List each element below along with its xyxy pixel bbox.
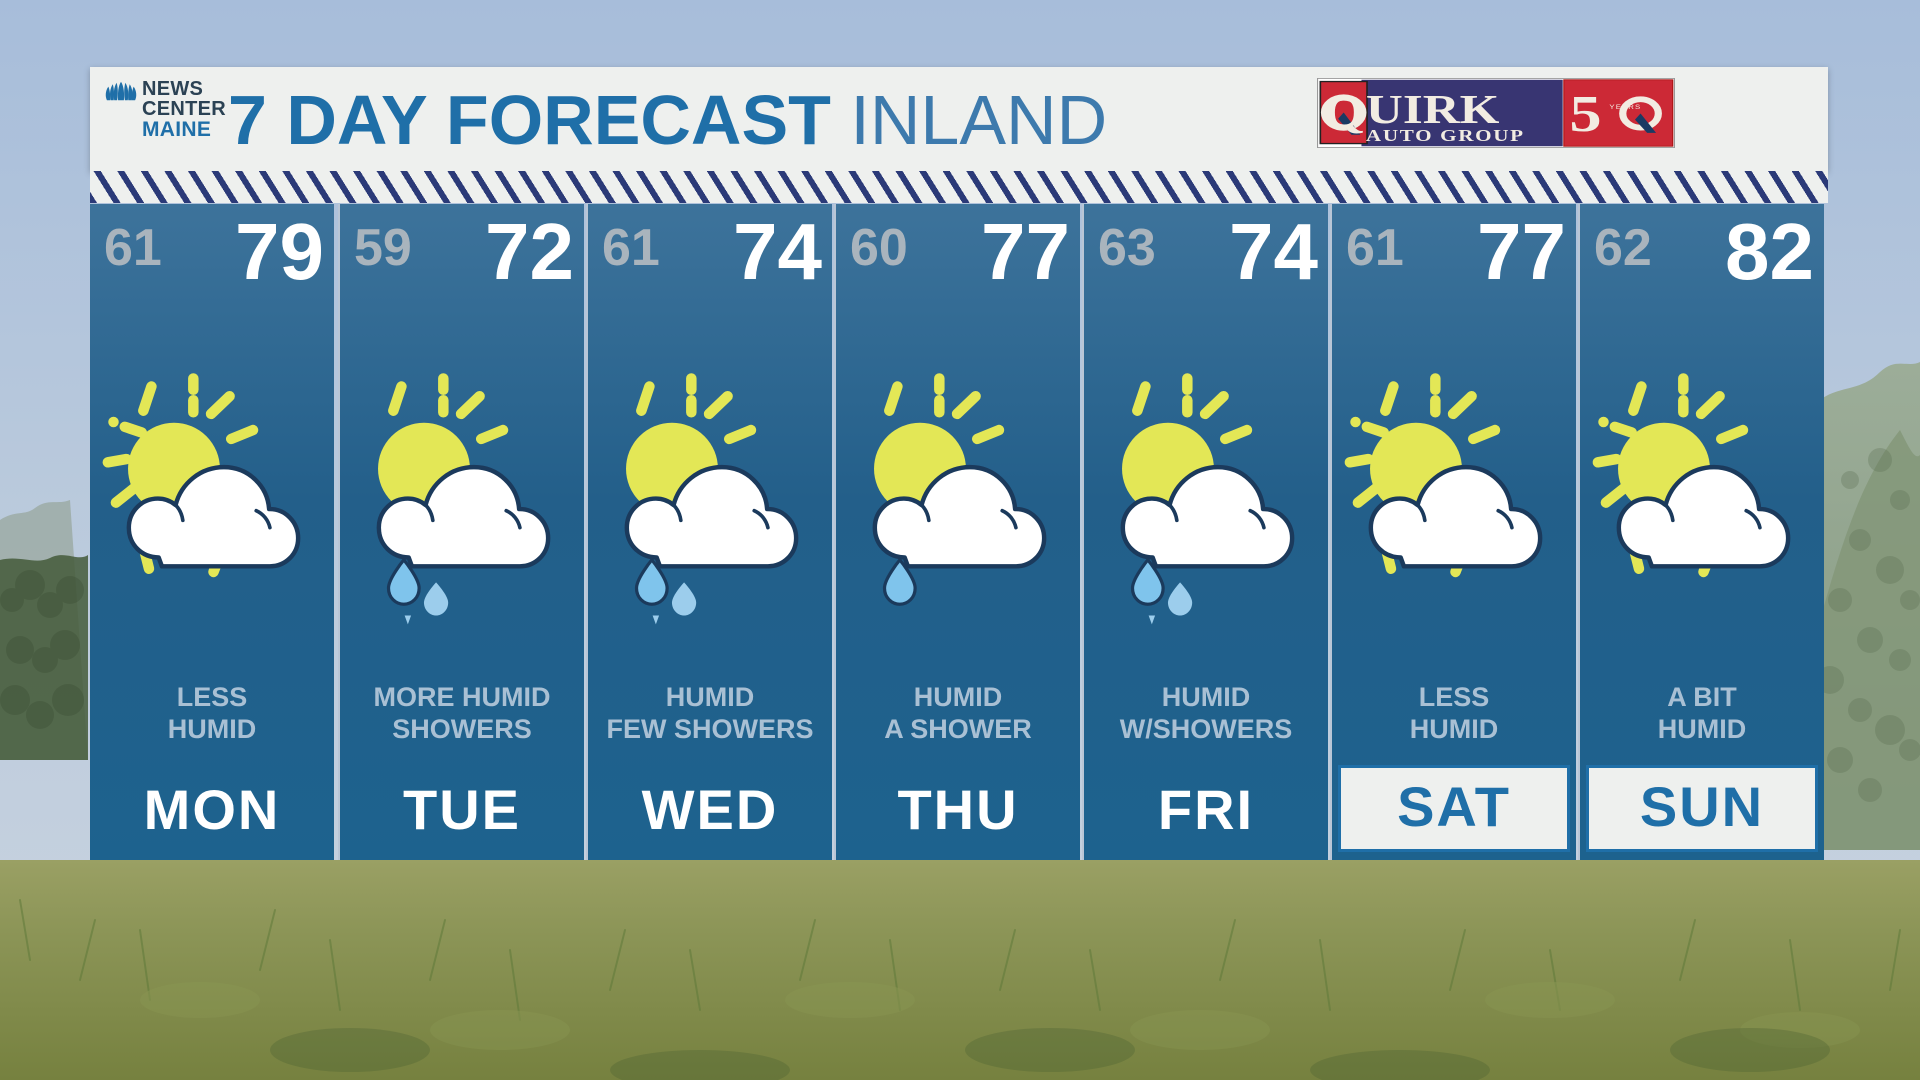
svg-text:Q: Q: [1324, 90, 1366, 137]
svg-text:5: 5: [1569, 85, 1601, 142]
svg-text:AUTO GROUP: AUTO GROUP: [1366, 127, 1525, 146]
